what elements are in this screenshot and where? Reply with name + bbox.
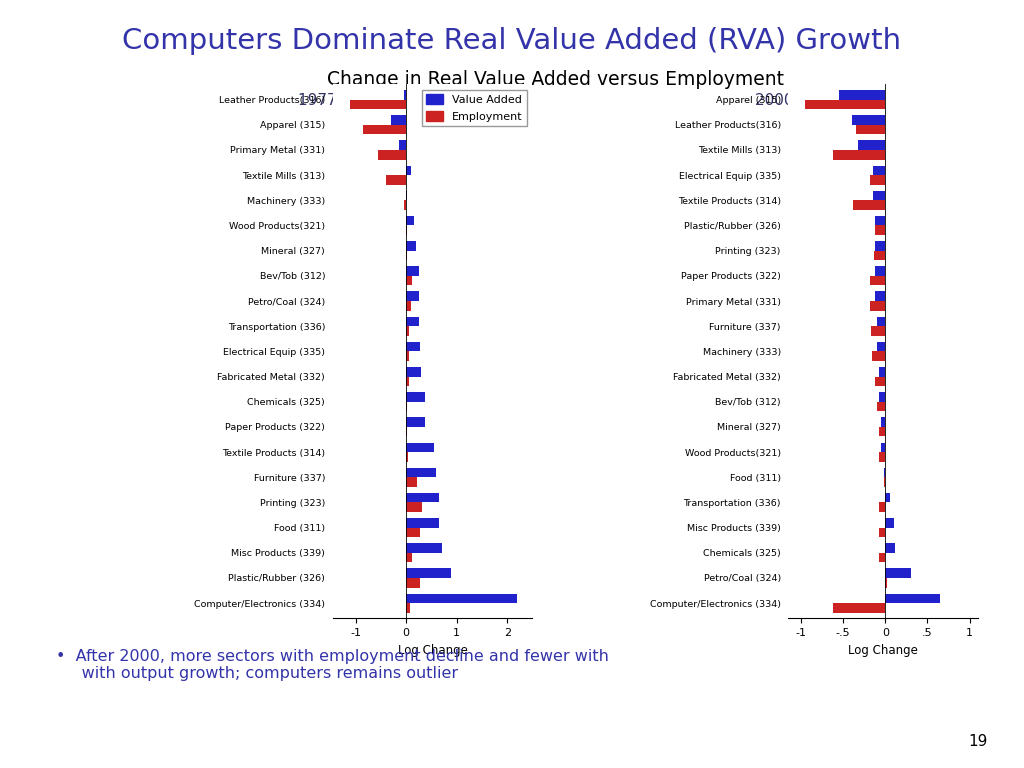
Bar (884, 468, 886, 477)
Text: 1977 to 2000: 1977 to 2000 (298, 93, 400, 108)
Bar (876, 376, 886, 386)
Bar (407, 568, 451, 578)
Bar (853, 200, 886, 210)
Bar (880, 528, 886, 537)
Bar (407, 291, 419, 301)
Bar (886, 568, 910, 578)
Text: •  After 2000, more sectors with employment decline and fewer with
     with out: • After 2000, more sectors with employme… (56, 649, 609, 681)
Bar (886, 493, 890, 502)
Bar (886, 594, 940, 603)
Bar (407, 352, 409, 361)
Bar (886, 543, 895, 553)
Bar (881, 417, 886, 427)
Bar (407, 376, 409, 386)
Text: Computers Dominate Real Value Added (RVA) Growth: Computers Dominate Real Value Added (RVA… (123, 27, 901, 55)
Bar (852, 115, 886, 124)
Bar (872, 190, 886, 200)
Bar (877, 342, 886, 352)
Bar (876, 266, 886, 276)
X-axis label: Log Change: Log Change (397, 644, 468, 657)
Bar (407, 528, 420, 537)
Bar (403, 200, 407, 210)
Bar (870, 301, 886, 310)
Bar (364, 124, 407, 134)
Bar (407, 594, 517, 603)
Bar (858, 141, 886, 150)
Bar (407, 166, 412, 175)
Bar (876, 216, 886, 226)
Text: 19: 19 (969, 733, 988, 749)
Text: 2000 to 2007: 2000 to 2007 (756, 93, 857, 108)
Bar (398, 141, 407, 150)
Bar (407, 502, 422, 512)
Text: Change in Real Value Added versus Employment: Change in Real Value Added versus Employ… (327, 70, 784, 89)
Bar (879, 392, 886, 402)
Bar (407, 553, 413, 562)
Bar (391, 115, 407, 124)
Bar (834, 603, 886, 613)
Bar (834, 150, 886, 160)
Bar (805, 100, 886, 109)
Bar (879, 427, 886, 436)
Bar (407, 493, 439, 502)
Bar (407, 477, 417, 487)
Bar (870, 175, 886, 184)
Bar (876, 226, 886, 235)
Bar (886, 578, 887, 588)
Bar (874, 250, 886, 260)
Bar (407, 276, 413, 286)
Bar (407, 452, 408, 462)
Bar (407, 241, 416, 250)
Bar (886, 518, 894, 528)
Bar (378, 150, 407, 160)
Bar (407, 603, 410, 613)
Bar (880, 502, 886, 512)
Bar (876, 291, 886, 301)
Bar (403, 90, 407, 100)
Bar (407, 316, 419, 326)
Bar (407, 326, 409, 336)
Bar (407, 342, 420, 352)
Bar (872, 166, 886, 175)
Bar (871, 326, 886, 336)
X-axis label: Log Change: Log Change (848, 644, 919, 657)
Bar (407, 442, 434, 452)
Bar (386, 175, 407, 184)
Bar (407, 216, 414, 226)
Bar (879, 553, 886, 562)
Bar (879, 452, 886, 462)
Bar (407, 543, 442, 553)
Bar (870, 276, 886, 286)
Bar (407, 266, 419, 276)
Bar (876, 241, 886, 250)
Bar (407, 367, 421, 376)
Bar (877, 316, 886, 326)
Bar (407, 518, 439, 528)
Bar (884, 477, 886, 487)
Legend: Value Added, Employment: Value Added, Employment (422, 90, 527, 126)
Bar (407, 417, 425, 427)
Bar (350, 100, 407, 109)
Bar (871, 352, 886, 361)
Bar (879, 367, 886, 376)
Bar (877, 402, 886, 412)
Bar (407, 301, 412, 310)
Bar (881, 442, 886, 452)
Bar (856, 124, 886, 134)
Bar (407, 578, 420, 588)
Bar (407, 392, 425, 402)
Bar (407, 468, 436, 477)
Bar (839, 90, 886, 100)
